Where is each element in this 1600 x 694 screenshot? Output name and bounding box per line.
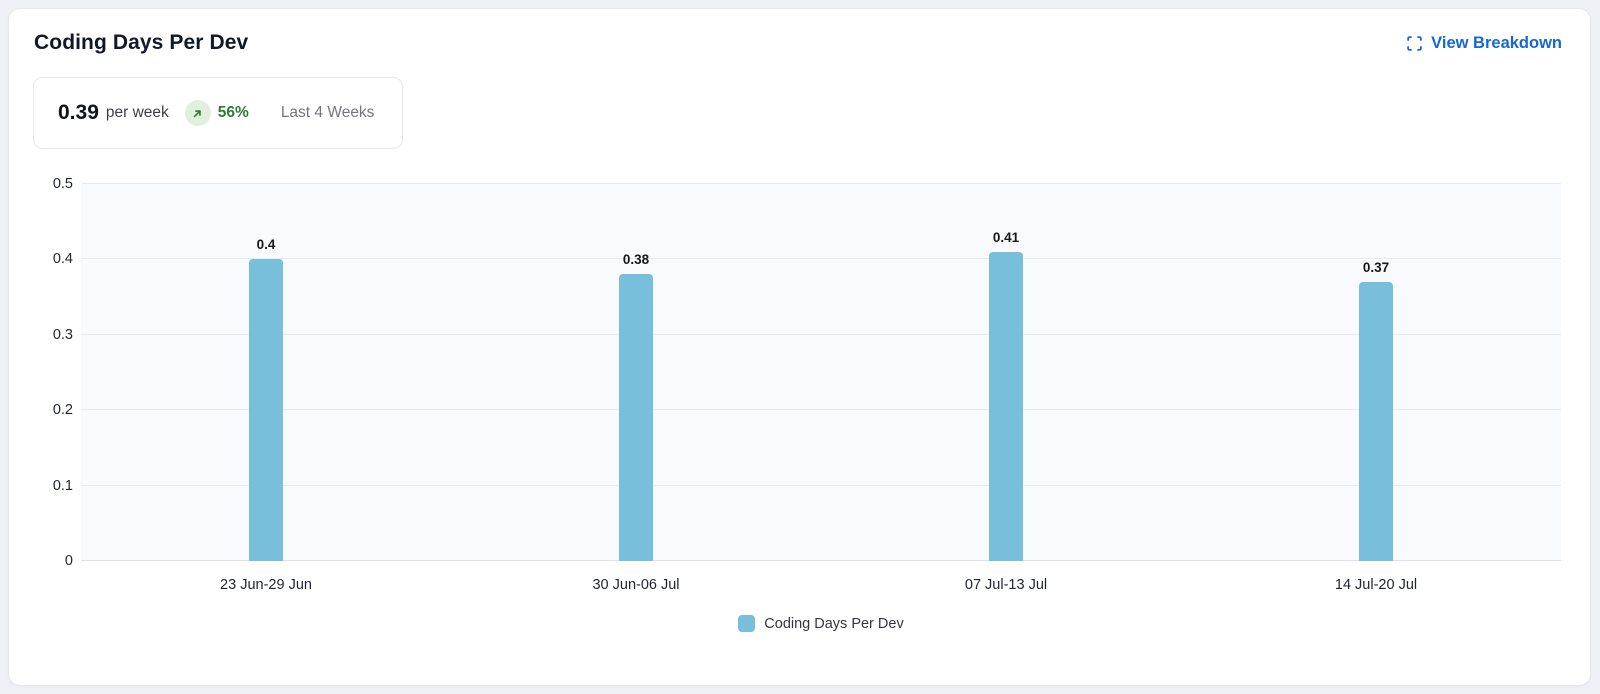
x-tick-label: 30 Jun-06 Jul <box>592 577 680 593</box>
plot-area: 0 0.1 0.2 0.3 0.4 0.5 0.4 0.38 0.41 0.37 <box>53 176 1561 569</box>
bar-value-label: 0.37 <box>1362 260 1390 276</box>
view-breakdown-label: View Breakdown <box>1431 33 1562 52</box>
bar-value-label: 0.38 <box>622 252 650 268</box>
trend-percent: 56% <box>217 104 249 121</box>
x-axis: 23 Jun-29 Jun 30 Jun-06 Jul 07 Jul-13 Jul 1… <box>81 577 1561 593</box>
gridline <box>81 333 1561 335</box>
gridline <box>81 484 1561 486</box>
y-tick-label: 0.1 <box>52 477 73 494</box>
chart-legend: Coding Days Per Dev <box>81 615 1561 632</box>
gridline <box>81 258 1561 260</box>
trend-badge <box>184 100 211 126</box>
legend-item[interactable]: Coding Days Per Dev <box>738 615 904 632</box>
summary-card: 0.39 per week 56% Last 4 Weeks <box>33 77 404 149</box>
view-breakdown-button[interactable]: View Breakdown <box>1406 34 1562 53</box>
x-tick-label: 07 Jul-13 Jul <box>964 577 1048 593</box>
legend-label: Coding Days Per Dev <box>764 615 904 632</box>
x-tick-label: 23 Jun-29 Jun <box>220 577 312 593</box>
summary-unit: per week <box>105 104 169 121</box>
summary-value: 0.39 <box>58 101 99 124</box>
bar-band: 0.41 <box>821 184 1191 561</box>
y-tick-label: 0.3 <box>52 326 73 343</box>
period-label: Last 4 Weeks <box>280 104 375 121</box>
y-tick-label: 0.2 <box>52 402 73 419</box>
gridline <box>81 560 1561 561</box>
page-title: Coding Days Per Dev <box>34 31 249 54</box>
bar[interactable] <box>989 251 1023 561</box>
bar[interactable] <box>619 274 653 561</box>
bar-band: 0.4 <box>81 184 451 561</box>
bar-value-label: 0.4 <box>256 237 276 253</box>
coding-days-card: Coding Days Per Dev View Breakdown 0.39 … <box>8 8 1591 686</box>
gridline <box>81 183 1561 184</box>
bar-chart: 0 0.1 0.2 0.3 0.4 0.5 0.4 0.38 0.41 0.37 23 Jun-2… <box>9 176 1561 632</box>
legend-marker <box>738 615 756 632</box>
y-tick-label: 0.4 <box>52 251 73 268</box>
expand-icon <box>1406 35 1423 52</box>
bar[interactable] <box>249 259 283 561</box>
arrow-up-right-icon <box>191 107 204 120</box>
card-header: Coding Days Per Dev View Breakdown <box>9 9 1590 55</box>
bar-value-label: 0.41 <box>992 229 1020 245</box>
bar-band: 0.37 <box>1191 184 1561 561</box>
y-tick-label: 0.5 <box>52 176 73 192</box>
gridline <box>81 409 1561 411</box>
plot-wrap: 0 0.1 0.2 0.3 0.4 0.5 0.4 0.38 0.41 0.37 <box>53 176 1561 569</box>
bar-band: 0.38 <box>451 184 821 561</box>
x-tick-label: 14 Jul-20 Jul <box>1334 577 1418 593</box>
y-tick-label: 0 <box>64 553 73 569</box>
bar[interactable] <box>1359 282 1393 561</box>
